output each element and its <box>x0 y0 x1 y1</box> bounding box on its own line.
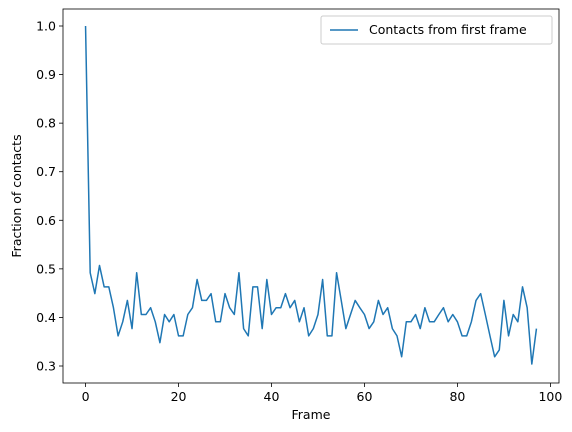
x-tick-label: 60 <box>357 389 373 404</box>
x-tick-label: 40 <box>264 389 280 404</box>
plot-frame <box>62 8 560 384</box>
y-tick-label: 0.8 <box>36 116 56 131</box>
y-tick-label: 0.9 <box>36 67 56 82</box>
y-tick-label: 0.6 <box>36 213 56 228</box>
series-line-0 <box>84 25 538 365</box>
y-tick-label: 0.3 <box>36 359 56 374</box>
x-axis-label: Frame <box>292 407 331 422</box>
y-tick-label: 1.0 <box>36 19 56 34</box>
x-tick-label: 20 <box>171 389 187 404</box>
x-tick-label: 100 <box>538 389 562 404</box>
legend-label: Contacts from first frame <box>369 22 527 37</box>
y-tick-label: 0.5 <box>36 261 56 276</box>
x-tick-label: 80 <box>449 389 465 404</box>
x-tick-label: 0 <box>82 389 90 404</box>
y-axis-label: Fraction of contacts <box>9 134 24 257</box>
legend: Contacts from first frame <box>320 15 553 45</box>
legend-box <box>320 15 553 45</box>
y-tick-label: 0.4 <box>36 310 56 325</box>
y-tick-label: 0.7 <box>36 164 56 179</box>
